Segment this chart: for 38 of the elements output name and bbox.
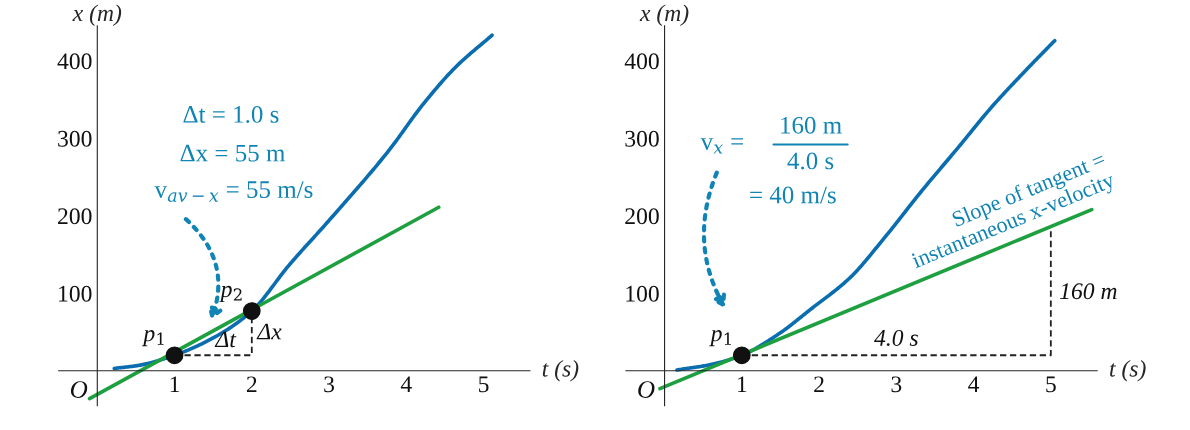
x-tick-label: 2 [246,376,257,393]
y-tick-label: 100 [59,285,92,302]
annotation: Δt [214,331,237,348]
annotation: v$_{av−x}$ = 55 m/s [154,181,313,202]
x-tick-label: 1 [170,376,180,393]
y-tick-label: 300 [625,130,659,147]
y-axis-title: x (m) [72,4,122,26]
annotation: p$_{1}$ [142,329,164,347]
annotation: O [638,381,655,398]
annotation: 160 m [781,116,842,134]
annotation: 160 m [1060,283,1117,300]
x-tick-label: 3 [891,376,902,393]
annotation: 4.0 s [874,329,918,346]
y-tick-label: 200 [625,208,659,225]
x-axis-title: t (s) [1110,360,1146,382]
y-tick-label: 300 [58,130,92,147]
x-tick-label: 4 [968,376,980,393]
x-tick-label: 3 [324,376,335,393]
annotation: Δx [256,323,282,340]
annotation: = 40 m/s [750,186,836,204]
y-tick-label: 400 [624,53,659,70]
annotation: p$_{1}$ [709,329,731,347]
x-tick-label: 1 [737,376,747,393]
y-tick-label: 200 [58,208,92,225]
y-tick-label: 400 [57,53,92,70]
annotation: Δt = 1.0 s [183,105,279,123]
x-tick-label: 5 [1046,376,1056,393]
y-axis-title: x (m) [639,4,689,26]
annotation: v$_{x}$ = [700,138,743,154]
y-tick-label: 100 [626,285,659,302]
x-tick-label: 4 [400,376,412,393]
x-tick-label: 2 [814,376,824,393]
x-tick-label: 5 [479,376,489,393]
annotation: O [70,381,88,398]
annotation: Δx = 55 m [180,144,286,162]
annotation: 4.0 s [787,152,834,170]
annotation: p$_{2}$ [219,285,242,302]
x-axis-title: t (s) [542,360,579,382]
